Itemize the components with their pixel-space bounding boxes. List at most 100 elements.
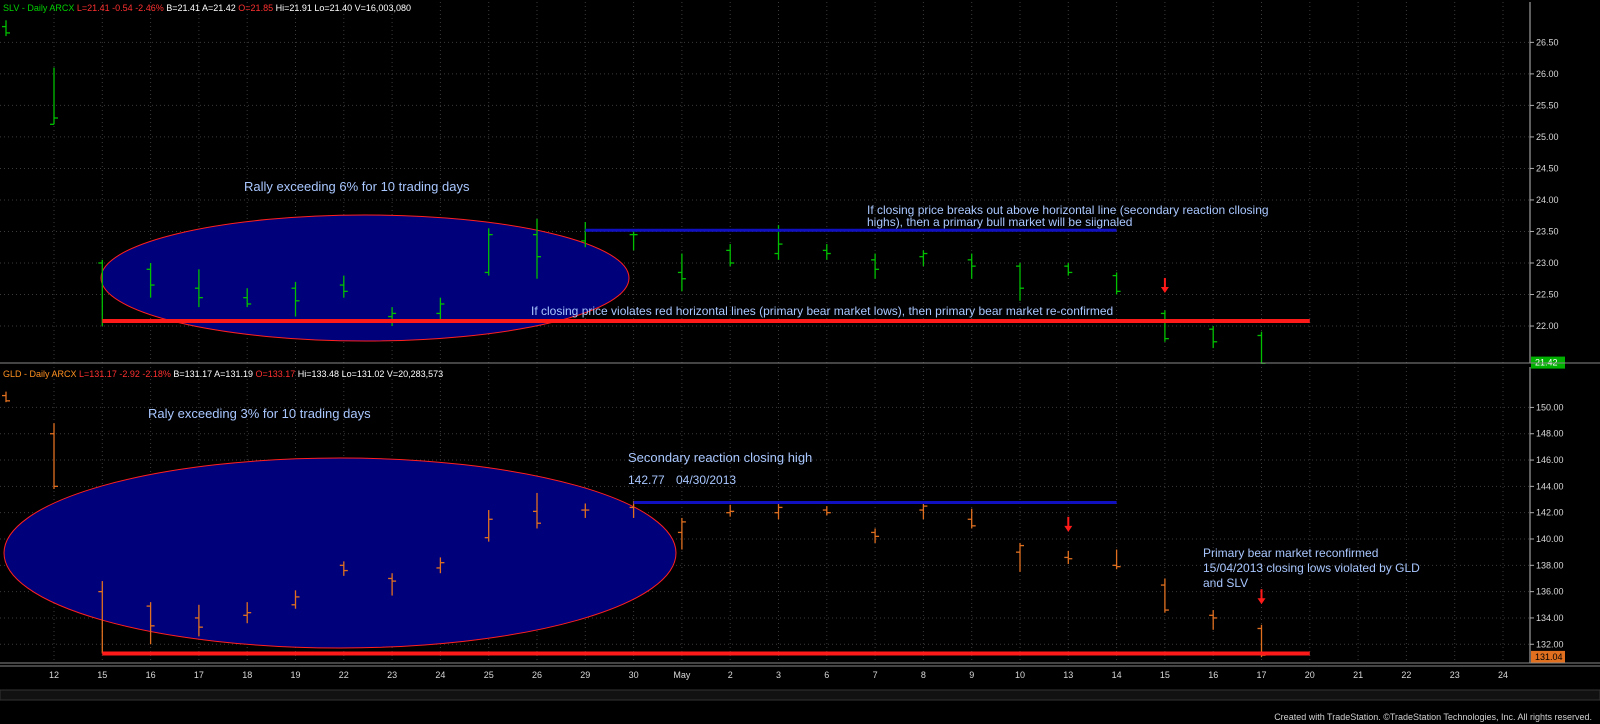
x-tick-label: 20	[1305, 670, 1315, 680]
header-field: -2.18%	[140, 369, 171, 379]
y-tick-label: 23.50	[1536, 226, 1559, 236]
annotation-slv-rally: Rally exceeding 6% for 10 trading days	[244, 179, 470, 194]
header-field: -2.46%	[133, 3, 164, 13]
copyright-text: Created with TradeStation. ©TradeStation…	[1274, 712, 1592, 722]
y-tick-label: 132.00	[1536, 639, 1564, 649]
x-tick-label: 24	[1498, 670, 1508, 680]
x-tick-label: 17	[1256, 670, 1266, 680]
header-field: B=131.17	[171, 369, 212, 379]
x-tick-label: 16	[1208, 670, 1218, 680]
horizontal-lines	[102, 228, 1310, 656]
header-field: B=21.41	[164, 3, 200, 13]
annotation-gld-secondary: Secondary reaction closing high	[628, 450, 812, 465]
x-tick-label: 16	[146, 670, 156, 680]
y-tick-label: 22.00	[1536, 321, 1559, 331]
y-tick-label: 23.00	[1536, 258, 1559, 268]
gld-rally-ellipse	[3, 457, 677, 649]
down-arrow-head	[1257, 598, 1266, 605]
header-field: V=20,283,573	[384, 369, 443, 379]
x-tick-label: 17	[194, 670, 204, 680]
x-tick-label: 2	[728, 670, 733, 680]
header-field: GLD - Daily	[3, 369, 50, 379]
header-field: A=131.19	[212, 369, 253, 379]
header-field: ARCX	[47, 3, 74, 13]
annotation-slv-bull-line2: highs), then a primary bull market will …	[867, 215, 1132, 229]
x-tick-label: 24	[435, 670, 445, 680]
down-arrow-head	[1064, 525, 1073, 532]
y-tick-label: 140.00	[1536, 534, 1564, 544]
header-field: L=131.17	[77, 369, 117, 379]
down-arrow-head	[1160, 286, 1169, 293]
annotation-slv-bear: If closing price violates red horizontal…	[531, 304, 1113, 318]
slv-rally-ellipse	[100, 214, 630, 342]
header-field: Lo=131.02	[339, 369, 384, 379]
header-field: A=21.42	[200, 3, 236, 13]
y-tick-label: 142.00	[1536, 508, 1564, 518]
header-field: V=16,003,080	[352, 3, 411, 13]
x-tick-label: May	[673, 670, 691, 680]
x-tick-label: 9	[969, 670, 974, 680]
x-tick-label: 26	[532, 670, 542, 680]
gld-header: GLD - Daily ARCX L=131.17 -2.92 -2.18% B…	[3, 369, 443, 379]
x-tick-label: 3	[776, 670, 781, 680]
scrollbar	[0, 689, 1600, 701]
x-tick-label: 12	[49, 670, 59, 680]
y-tick-label: 138.00	[1536, 560, 1564, 570]
rally-ellipses	[3, 214, 677, 649]
x-tick-label: 22	[1401, 670, 1411, 680]
annotation-slv-bull-line1: If closing price breaks out above horizo…	[867, 203, 1269, 217]
annotation-gld-primary-line2: 15/04/2013 closing lows violated by GLD	[1203, 561, 1420, 575]
x-tick-label: 19	[290, 670, 300, 680]
y-tick-label: 144.00	[1536, 481, 1564, 491]
header-field: -2.92	[117, 369, 140, 379]
y-tick-label: 24.00	[1536, 195, 1559, 205]
y-tick-label: 22.50	[1536, 290, 1559, 300]
y-tick-label: 134.00	[1536, 613, 1564, 623]
header-field: O=21.85	[236, 3, 273, 13]
header-field: ARCX	[50, 369, 77, 379]
y-tick-label: 146.00	[1536, 455, 1564, 465]
header-field: Hi=21.91	[273, 3, 312, 13]
x-tick-label: 15	[97, 670, 107, 680]
x-tick-label: 22	[339, 670, 349, 680]
last-value-box	[1531, 650, 1565, 663]
signal-arrows	[1064, 277, 1266, 605]
x-tick-label: 15	[1160, 670, 1170, 680]
last-value-label: 131.04	[1535, 652, 1563, 662]
y-tick-label: 148.00	[1536, 429, 1564, 439]
x-tick-label: 30	[629, 670, 639, 680]
x-tick-label: 7	[873, 670, 878, 680]
x-tick-label: 29	[580, 670, 590, 680]
header-field: -0.54	[110, 3, 133, 13]
y-tick-label: 150.00	[1536, 402, 1564, 412]
y-tick-label: 25.00	[1536, 132, 1559, 142]
x-tick-label: 13	[1063, 670, 1073, 680]
x-tick-label: 14	[1112, 670, 1122, 680]
header-field: L=21.41	[74, 3, 109, 13]
y-tick-label: 26.00	[1536, 69, 1559, 79]
x-tick-label: 23	[1450, 670, 1460, 680]
slv-header: SLV - Daily ARCX L=21.41 -0.54 -2.46% B=…	[3, 3, 411, 13]
axes: 26.50 26.00 25.50 25.00 24.50 24.00 23.50 23.00…	[0, 2, 1600, 701]
annotation-gld-primary-line3: and SLV	[1203, 576, 1248, 590]
x-tick-label: 6	[824, 670, 829, 680]
header-field: Lo=21.40	[312, 3, 352, 13]
header-field: Hi=133.48	[295, 369, 339, 379]
header-field: O=133.17	[253, 369, 295, 379]
x-tick-label: 21	[1353, 670, 1363, 680]
annotation-gld-rally: Raly exceeding 3% for 10 trading days	[148, 406, 371, 421]
annotation-gld-value: 142.77	[628, 473, 665, 487]
y-tick-label: 26.50	[1536, 37, 1559, 47]
x-tick-label: 10	[1015, 670, 1025, 680]
x-tick-label: 18	[242, 670, 252, 680]
y-tick-label: 25.50	[1536, 100, 1559, 110]
x-tick-label: 23	[387, 670, 397, 680]
header-field: SLV - Daily	[3, 3, 48, 13]
annotation-gld-primary-line1: Primary bear market reconfirmed	[1203, 546, 1378, 560]
y-tick-label: 24.50	[1536, 163, 1559, 173]
annotation-gld-date: 04/30/2013	[676, 473, 736, 487]
y-tick-label: 136.00	[1536, 587, 1564, 597]
x-tick-label: 25	[484, 670, 494, 680]
x-tick-label: 8	[921, 670, 926, 680]
